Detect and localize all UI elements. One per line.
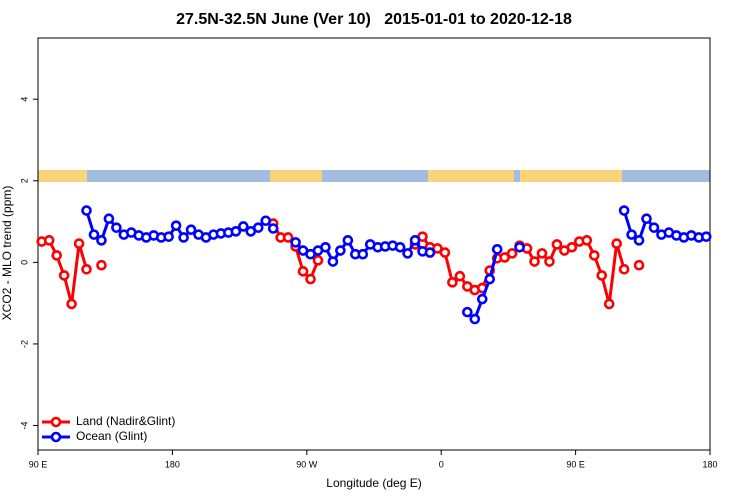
data-point [290,237,301,248]
data-point [43,235,55,246]
data-point [536,248,548,259]
data-point [335,245,346,256]
data-point [424,247,436,258]
data-point [439,247,451,258]
legend-marker [50,431,62,443]
data-point [238,221,249,232]
data-point [96,235,107,246]
ocean-strip [322,170,428,182]
data-point [469,313,481,325]
data-point [163,231,174,242]
data-point [596,270,608,281]
data-point [170,220,182,231]
data-point [476,293,488,305]
x-tick-label: 90 E [29,459,48,469]
y-axis-label: XCO2 - MLO trend (ppm) [0,186,14,321]
data-point [58,270,70,281]
data-point [626,229,637,240]
legend-marker [50,416,62,428]
data-point [96,259,107,271]
chart-title: 27.5N-32.5N June (Ver 10) 2015-01-01 to … [176,11,572,28]
data-point [305,273,316,285]
land-ocean-band [38,170,710,182]
land-strip [38,170,87,182]
data-point [618,263,630,275]
data-point [462,306,473,318]
data-point [327,256,339,267]
data-point [297,266,309,277]
data-point [611,238,622,249]
ocean-strip [622,170,710,182]
x-tick-label: 90 E [566,459,585,469]
x-tick-label: 180 [165,459,180,469]
data-point [491,244,503,255]
ocean-strip [514,170,520,182]
data-point [633,259,645,271]
data-point [282,232,294,243]
data-point [260,215,272,227]
data-point [633,235,645,246]
data-point [394,241,406,253]
data-point [514,241,525,253]
data-point [81,205,92,216]
data-point [499,252,510,263]
data-point [185,224,197,236]
data-point [484,273,496,285]
y-tick-label: -4 [19,422,29,430]
data-point [342,235,354,246]
land-strip [428,170,622,182]
data-point [700,231,712,242]
data-point [402,248,413,259]
data-point [641,213,652,225]
data-point [588,250,600,261]
legend-label: Land (Nadir&Glint) [76,414,175,428]
data-point [88,229,100,240]
data-point [267,223,279,234]
data-point [230,226,242,237]
data-point [603,298,615,310]
data-point [454,270,466,282]
legend-label: Ocean (Glint) [76,429,147,443]
ocean-strip [87,170,270,182]
data-point [506,248,518,259]
data-point [432,243,443,254]
data-point [447,277,458,288]
data-point [551,239,563,250]
data-point [544,256,555,267]
data-point [178,232,189,243]
data-point [73,238,85,249]
data-point [648,222,660,233]
x-tick-label: 180 [702,459,717,469]
data-point [111,222,122,233]
y-tick-label: 4 [19,97,29,102]
data-point [252,222,264,233]
x-axis-label: Longitude (deg E) [326,476,421,490]
y-tick-label: 2 [19,178,29,183]
data-point [51,250,62,261]
data-point [618,205,630,216]
data-point [81,263,92,275]
data-point [357,248,369,260]
data-point [566,241,578,253]
x-tick-label: 90 W [296,459,318,469]
data-point [312,255,324,266]
y-tick-label: -2 [19,340,29,348]
data-point [529,256,540,267]
x-tick-label: 0 [439,459,444,469]
data-point [320,241,331,253]
land-strip [270,170,322,182]
y-tick-label: 0 [19,260,29,265]
data-point [581,235,593,246]
data-point [66,298,77,310]
data-point [103,213,115,225]
data-point [409,235,421,246]
